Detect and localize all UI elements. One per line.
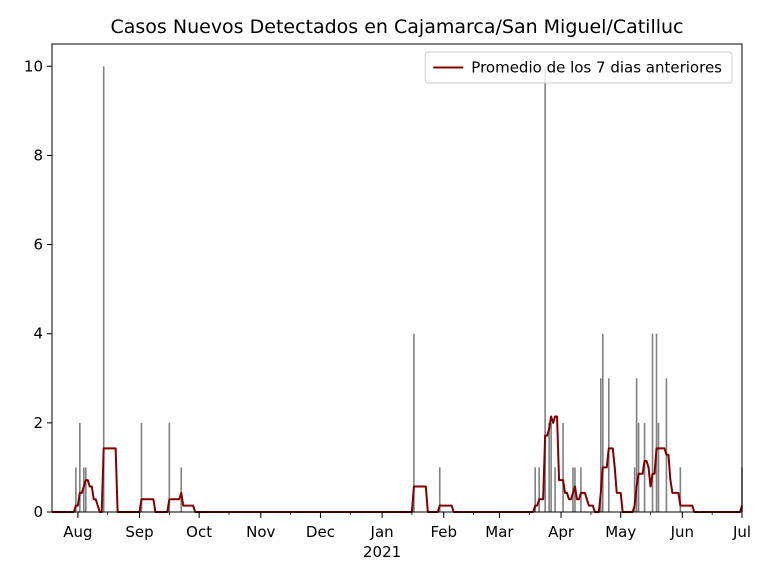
x-tick-label: Feb [430, 523, 457, 541]
y-axis: 0 2 4 6 8 10 [24, 57, 52, 521]
case-bar [550, 422, 552, 512]
x-tick-label: Oct [186, 523, 212, 541]
case-bar [554, 467, 556, 512]
x-tick-label: Jan [370, 523, 394, 541]
x-tick-year-label: 2021 [363, 543, 401, 561]
case-bar [102, 66, 105, 513]
y-tick-label: 6 [33, 236, 43, 254]
bars-group [75, 66, 743, 513]
y-tick-label: 2 [33, 414, 43, 432]
case-bar [580, 467, 582, 512]
y-tick-label: 10 [24, 57, 43, 75]
case-bar [85, 467, 87, 512]
case-bar [637, 422, 640, 512]
case-bar [657, 422, 660, 512]
case-bar [544, 66, 546, 513]
y-tick-label: 8 [33, 146, 43, 164]
case-bar [180, 467, 183, 512]
x-axis: Aug Sep Oct Nov Dec Jan 2021 Feb Mar Apr May Jun Jul [63, 512, 751, 561]
plot-frame [51, 43, 743, 513]
chart-title: Casos Nuevos Detectados en Cajamarca/San… [111, 16, 684, 38]
case-bar [562, 422, 564, 512]
case-bar [602, 333, 604, 512]
case-bar [79, 422, 81, 512]
legend: Promedio de los 7 dias anteriores [424, 51, 733, 84]
legend-box [424, 51, 733, 84]
y-tick-label: 4 [33, 325, 43, 343]
x-tick-label: Dec [306, 523, 335, 541]
case-bar [534, 467, 536, 512]
case-bar [651, 333, 654, 512]
case-bar [607, 378, 610, 512]
case-bar [548, 422, 550, 512]
x-tick-label: Jul [732, 523, 751, 541]
x-tick-label: Apr [548, 523, 575, 541]
case-bar [438, 467, 441, 512]
x-tick-label: Sep [125, 523, 153, 541]
case-bar [633, 467, 636, 512]
case-bar [600, 378, 602, 512]
legend-label: Promedio de los 7 dias anteriores [471, 59, 722, 77]
case-bar [655, 333, 658, 512]
y-tick-label: 0 [33, 503, 43, 521]
x-tick-label: Jun [670, 523, 694, 541]
case-bar [75, 467, 77, 512]
case-bar [679, 467, 682, 512]
case-bar [168, 422, 171, 512]
case-bar [413, 333, 415, 512]
x-tick-label: Mar [485, 523, 514, 541]
case-bar [538, 467, 540, 512]
x-tick-label: Nov [246, 523, 275, 541]
case-bar [140, 422, 143, 512]
case-bar [635, 378, 638, 512]
x-tick-label: May [605, 523, 636, 541]
x-tick-label: Aug [63, 523, 92, 541]
case-bar [665, 378, 668, 512]
